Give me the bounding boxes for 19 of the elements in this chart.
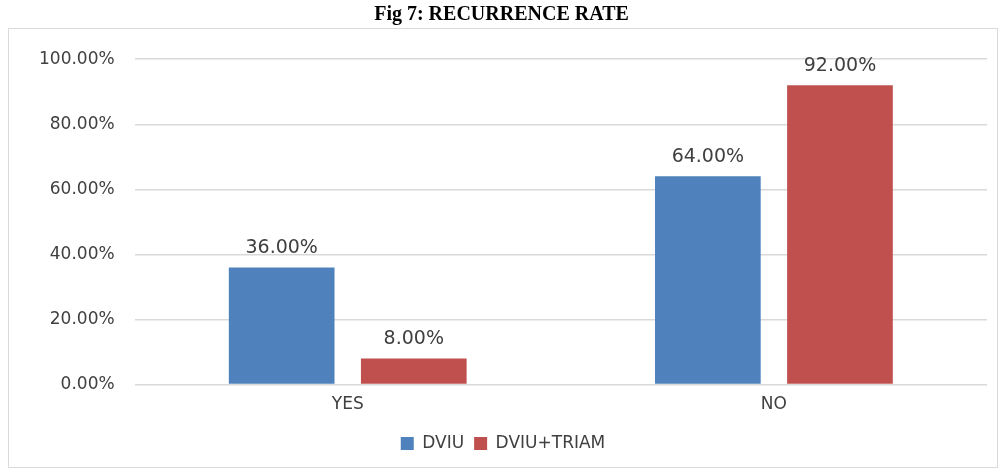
y-tick-label: 80.00%	[49, 112, 115, 133]
bar	[787, 85, 893, 384]
bar	[228, 267, 335, 384]
y-tick-label: 100.00%	[39, 47, 115, 68]
legend-label: DVIU	[422, 431, 465, 452]
bar	[360, 358, 467, 384]
legend-label: DVIU+TRIAM	[495, 431, 606, 452]
y-tick-label: 0.00%	[60, 373, 115, 394]
data-label: 64.00%	[671, 143, 745, 166]
x-tick-label: NO	[760, 393, 787, 414]
y-tick-label: 20.00%	[49, 307, 115, 328]
y-tick-label: 40.00%	[49, 242, 115, 263]
data-label: 92.00%	[803, 52, 877, 75]
data-label: 8.00%	[383, 326, 444, 349]
x-tick-label: YES	[330, 393, 364, 414]
chart-title: Fig 7: RECURRENCE RATE	[373, 1, 630, 26]
data-label: 36.00%	[245, 234, 318, 257]
bar	[655, 176, 761, 384]
y-tick-label: 60.00%	[49, 177, 115, 198]
